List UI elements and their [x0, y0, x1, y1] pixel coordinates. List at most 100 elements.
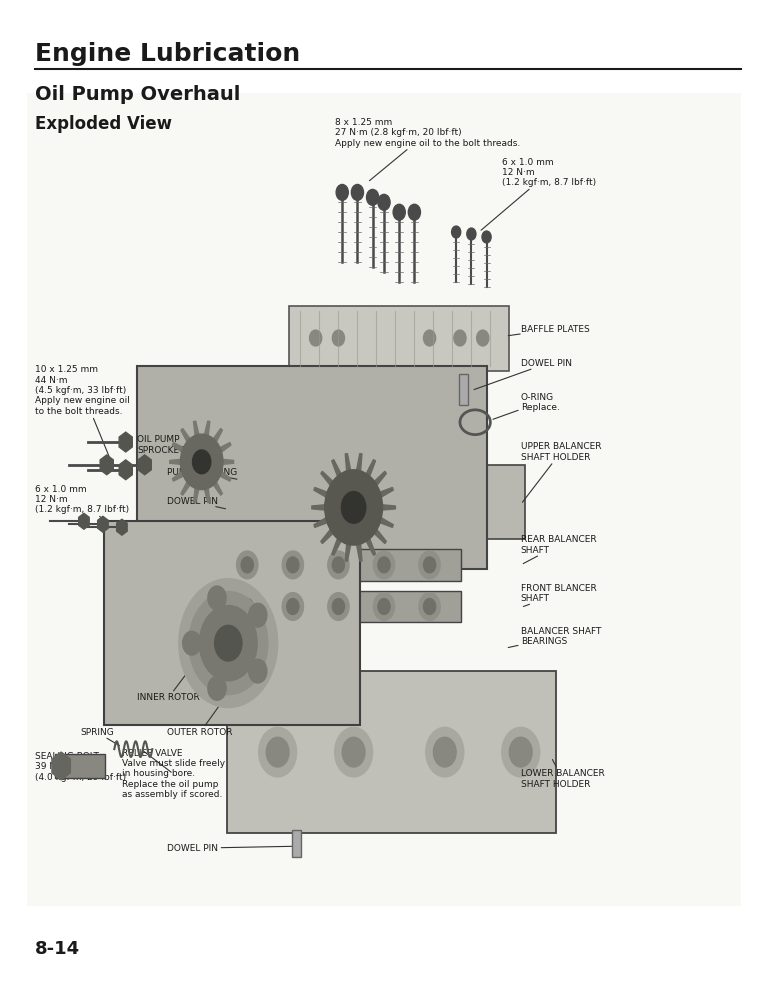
Polygon shape	[366, 460, 376, 477]
Circle shape	[325, 470, 382, 545]
Text: DOWEL PIN: DOWEL PIN	[167, 497, 226, 508]
Circle shape	[351, 185, 363, 201]
Polygon shape	[220, 472, 231, 482]
Text: 6 x 1.0 mm
12 N·m
(1.2 kgf·m, 8.7 lbf·ft): 6 x 1.0 mm 12 N·m (1.2 kgf·m, 8.7 lbf·ft…	[35, 485, 129, 517]
Circle shape	[336, 185, 349, 201]
Circle shape	[482, 231, 491, 243]
Circle shape	[249, 603, 267, 627]
Circle shape	[454, 330, 466, 346]
Circle shape	[328, 592, 349, 620]
Text: SEALING BOLT
39 N·m
(4.0 kgf·m, 29 lbf·ft): SEALING BOLT 39 N·m (4.0 kgf·m, 29 lbf·f…	[35, 752, 126, 782]
Circle shape	[193, 450, 210, 474]
Circle shape	[333, 557, 345, 572]
Polygon shape	[346, 543, 351, 561]
Polygon shape	[366, 538, 376, 555]
Polygon shape	[314, 488, 327, 498]
Polygon shape	[332, 538, 341, 555]
Polygon shape	[194, 489, 199, 502]
Circle shape	[286, 557, 299, 572]
Circle shape	[425, 727, 464, 777]
Polygon shape	[194, 421, 199, 436]
FancyBboxPatch shape	[227, 671, 557, 833]
FancyBboxPatch shape	[459, 374, 468, 406]
FancyBboxPatch shape	[55, 754, 105, 778]
Circle shape	[409, 204, 420, 220]
Polygon shape	[181, 482, 190, 496]
FancyBboxPatch shape	[137, 366, 487, 568]
Circle shape	[208, 676, 226, 700]
Circle shape	[509, 737, 532, 767]
Circle shape	[373, 551, 395, 578]
Polygon shape	[332, 460, 341, 477]
Circle shape	[335, 727, 372, 777]
Circle shape	[366, 190, 379, 205]
Circle shape	[477, 330, 489, 346]
Circle shape	[452, 226, 461, 238]
Text: O-RING
Replace.: O-RING Replace.	[493, 393, 560, 420]
Polygon shape	[173, 472, 184, 482]
FancyBboxPatch shape	[230, 590, 462, 622]
FancyBboxPatch shape	[104, 521, 359, 725]
Text: OIL PUMP
SPROCKET: OIL PUMP SPROCKET	[137, 436, 195, 459]
Text: Engine Lubrication: Engine Lubrication	[35, 42, 300, 66]
Polygon shape	[382, 504, 396, 510]
Circle shape	[241, 598, 253, 614]
Circle shape	[423, 330, 435, 346]
Circle shape	[237, 592, 258, 620]
Text: LOWER BALANCER
SHAFT HOLDER: LOWER BALANCER SHAFT HOLDER	[521, 759, 604, 788]
Circle shape	[282, 551, 303, 578]
Circle shape	[393, 204, 406, 220]
Circle shape	[286, 598, 299, 614]
Text: 6 x 1.0 mm
12 N·m
(1.2 kgf·m, 8.7 lbf·ft): 6 x 1.0 mm 12 N·m (1.2 kgf·m, 8.7 lbf·ft…	[481, 158, 596, 230]
Text: INNER ROTOR: INNER ROTOR	[137, 640, 211, 702]
Polygon shape	[214, 429, 223, 442]
Text: OUTER ROTOR: OUTER ROTOR	[167, 690, 233, 737]
Circle shape	[423, 598, 435, 614]
Circle shape	[259, 727, 296, 777]
FancyBboxPatch shape	[230, 549, 462, 580]
Polygon shape	[321, 529, 333, 543]
Circle shape	[282, 592, 303, 620]
Polygon shape	[356, 454, 362, 471]
Circle shape	[249, 659, 267, 683]
Circle shape	[373, 592, 395, 620]
Circle shape	[433, 737, 456, 767]
Polygon shape	[380, 517, 393, 527]
Circle shape	[423, 557, 435, 572]
FancyBboxPatch shape	[27, 93, 741, 906]
Polygon shape	[170, 460, 180, 465]
Text: FRONT BLANCER
SHAFT: FRONT BLANCER SHAFT	[521, 583, 597, 606]
Text: BALANCER SHAFT
BEARINGS: BALANCER SHAFT BEARINGS	[508, 626, 601, 647]
FancyBboxPatch shape	[228, 465, 525, 539]
Circle shape	[419, 551, 440, 578]
Polygon shape	[223, 460, 233, 465]
Polygon shape	[204, 489, 210, 502]
Text: DOWEL PIN: DOWEL PIN	[167, 844, 294, 853]
Text: PUMP HOUSING: PUMP HOUSING	[167, 469, 238, 480]
Circle shape	[419, 592, 440, 620]
Circle shape	[378, 195, 390, 210]
Circle shape	[214, 625, 242, 661]
Circle shape	[208, 586, 226, 609]
Circle shape	[343, 737, 365, 767]
Circle shape	[328, 551, 349, 578]
Text: REAR BALANCER
SHAFT: REAR BALANCER SHAFT	[521, 535, 597, 563]
FancyBboxPatch shape	[292, 830, 301, 857]
Polygon shape	[220, 443, 231, 453]
Polygon shape	[314, 517, 327, 527]
Circle shape	[310, 330, 322, 346]
Text: 8 x 1.25 mm
27 N·m (2.8 kgf·m, 20 lbf·ft)
Apply new engine oil to the bolt threa: 8 x 1.25 mm 27 N·m (2.8 kgf·m, 20 lbf·ft…	[335, 118, 520, 181]
Circle shape	[180, 435, 223, 490]
Circle shape	[237, 551, 258, 578]
Text: Exploded View: Exploded View	[35, 115, 171, 133]
Circle shape	[183, 631, 201, 655]
Circle shape	[200, 605, 257, 680]
Circle shape	[378, 598, 390, 614]
Polygon shape	[204, 421, 210, 436]
Polygon shape	[380, 488, 393, 498]
Polygon shape	[214, 482, 223, 496]
Circle shape	[241, 557, 253, 572]
Polygon shape	[356, 543, 362, 561]
Text: Oil Pump Overhaul: Oil Pump Overhaul	[35, 85, 240, 105]
FancyBboxPatch shape	[289, 307, 509, 371]
